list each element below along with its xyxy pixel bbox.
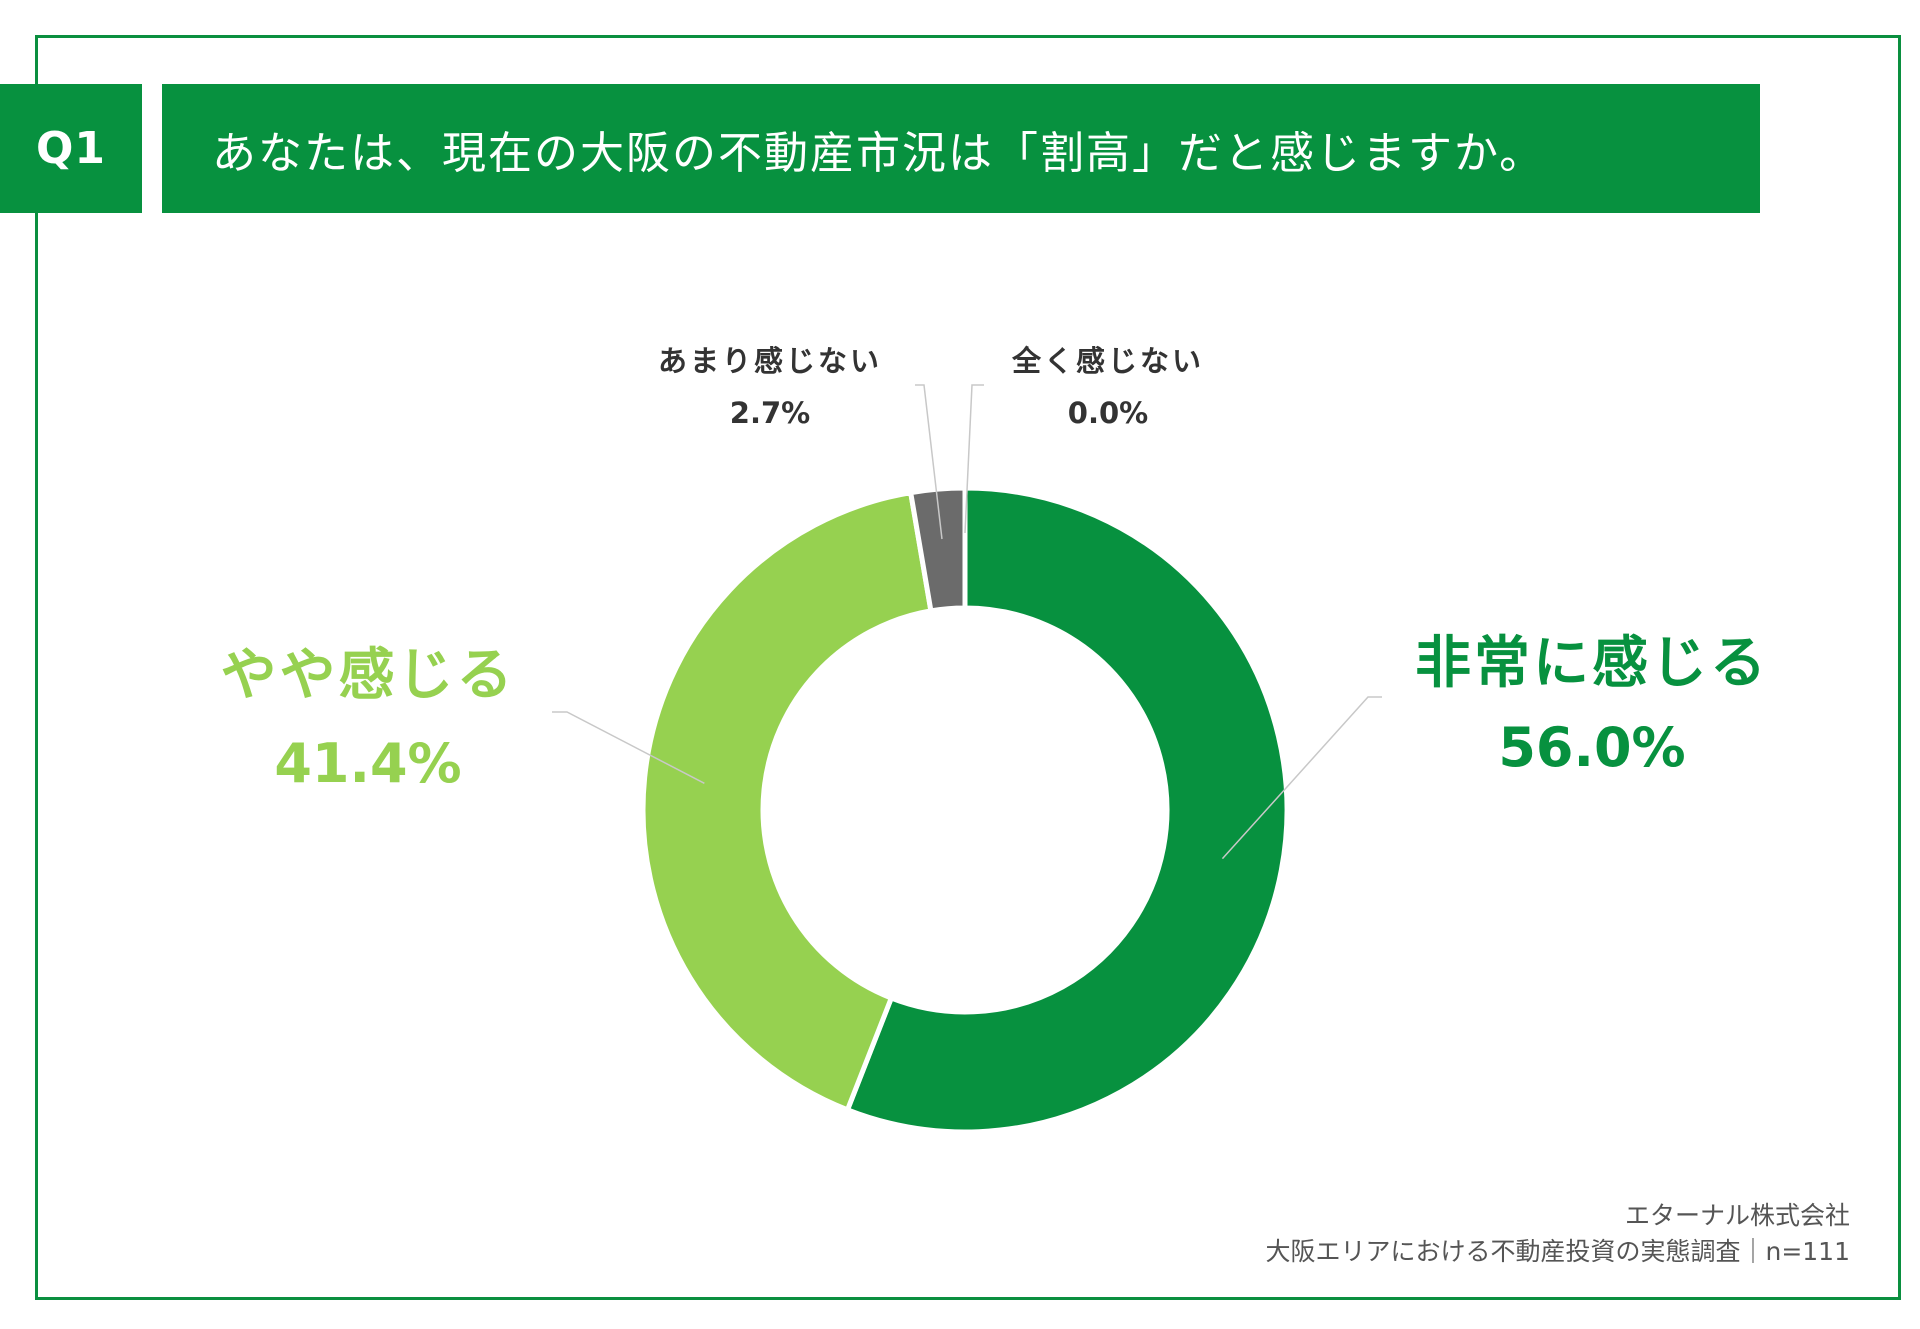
label-value-somewhat: 41.4% xyxy=(274,732,462,795)
leader-line-very xyxy=(1221,696,1382,860)
label-value-not-much: 2.7% xyxy=(729,396,811,430)
leader-line-not-at-all xyxy=(964,384,984,534)
leader-line-not-much xyxy=(915,384,943,540)
label-category-somewhat: やや感じる xyxy=(220,643,516,708)
question-title: あなたは、現在の大阪の不動産市況は「割高」だと感じますか。 xyxy=(162,84,1760,213)
question-number-badge: Q1 xyxy=(0,84,142,213)
leader-line-somewhat xyxy=(552,711,705,784)
label-category-not-at-all: 全く感じない xyxy=(1011,344,1205,378)
slice-somewhat xyxy=(640,489,934,1114)
label-value-very: 56.0% xyxy=(1498,716,1686,779)
label-category-not-much: あまり感じない xyxy=(657,344,883,378)
label-value-not-at-all: 0.0% xyxy=(1067,396,1149,430)
footer-survey: 大阪エリアにおける不動産投資の実態調査｜n=111 xyxy=(1265,1237,1850,1266)
slice-not-much xyxy=(907,485,968,614)
slice-very xyxy=(844,485,1290,1135)
label-category-very: 非常に感じる xyxy=(1415,631,1769,696)
footer-company: エターナル株式会社 xyxy=(1624,1201,1850,1230)
chart-frame xyxy=(35,35,1901,1300)
